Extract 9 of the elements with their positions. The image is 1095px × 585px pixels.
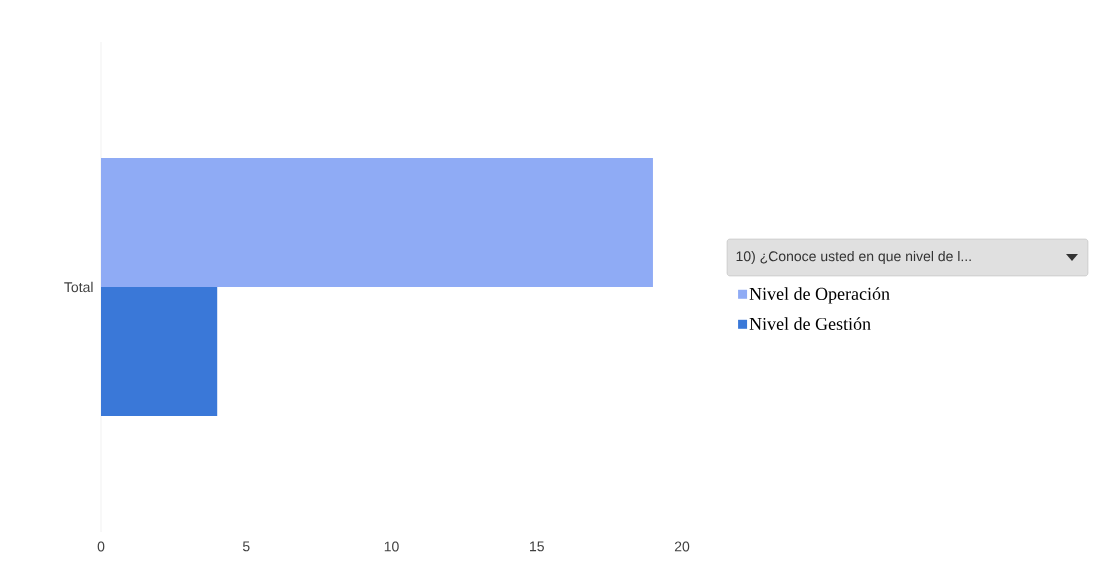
- y-tick-label: Total: [64, 281, 93, 293]
- x-tick-label: 20: [674, 541, 690, 552]
- legend-label: Nivel de Gestión: [749, 317, 871, 330]
- x-tick-label: 10: [384, 541, 399, 552]
- legend-title: 10) ¿Conoce usted en que nivel de l...: [736, 250, 971, 265]
- x-tick-label: 0: [97, 541, 105, 552]
- x-tick-label: 15: [530, 541, 544, 552]
- x-tick-label: 5: [242, 541, 250, 552]
- legend-label: Nivel de Operación: [749, 287, 890, 304]
